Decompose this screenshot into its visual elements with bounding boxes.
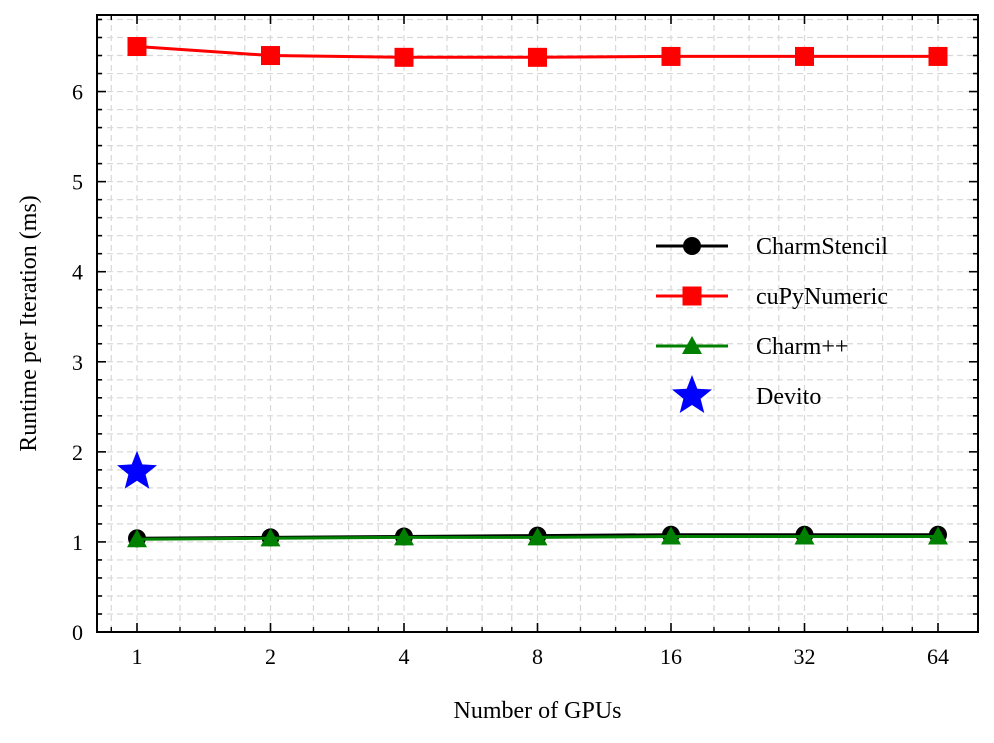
data-point-cupynumeric	[928, 46, 948, 66]
data-point-charm	[527, 527, 548, 546]
y-tick-label: 2	[72, 440, 83, 465]
legend-label: Charm++	[756, 334, 848, 360]
ticks: 0 1 2 3 4 5 6 1 2 4 8 16 32 64	[72, 15, 978, 669]
data-point-charm	[394, 527, 414, 546]
legend-marker	[682, 286, 702, 306]
data-point-cupynumeric	[261, 46, 280, 66]
legend-item-charm: Charm++	[656, 334, 848, 360]
legend-label: CharmStencil	[756, 234, 888, 260]
data-point-charm	[928, 526, 948, 545]
x-tick-label: 8	[532, 644, 543, 669]
legend-item-charmstencil: CharmStencil	[656, 234, 888, 260]
y-tick-label: 4	[72, 260, 83, 285]
y-tick-label: 1	[72, 530, 83, 555]
data-point-charm	[794, 526, 815, 545]
legend: CharmStencil cuPyNumeric Charm++ Devito	[656, 234, 888, 413]
series-layer	[117, 37, 948, 548]
data-point-charm	[661, 526, 681, 545]
series-devito	[117, 450, 157, 489]
data-point-cupynumeric	[528, 47, 547, 67]
data-point-charm	[127, 529, 147, 548]
x-tick-label: 1	[132, 644, 143, 669]
x-tick-label: 16	[660, 644, 682, 669]
legend-marker	[672, 375, 712, 413]
data-point-cupynumeric	[795, 46, 814, 66]
x-axis-title: Number of GPUs	[454, 698, 622, 724]
y-tick-label: 3	[72, 350, 83, 375]
y-axis-title: Runtime per Iteration (ms)	[16, 195, 42, 452]
x-tick-label: 2	[265, 644, 276, 669]
x-tick-label: 4	[399, 644, 410, 669]
legend-item-cupynumeric: cuPyNumeric	[656, 284, 888, 310]
data-point-cupynumeric	[127, 37, 147, 57]
legend-marker	[683, 237, 701, 255]
data-point-charm	[260, 528, 281, 547]
series-charm	[127, 526, 948, 548]
legend-marker	[682, 336, 702, 354]
legend-item-devito: Devito	[672, 375, 821, 413]
data-point-cupynumeric	[661, 46, 681, 66]
y-tick-label: 6	[72, 80, 83, 105]
series-cupynumeric	[127, 37, 948, 67]
y-tick-label: 5	[72, 170, 83, 195]
data-point-cupynumeric	[394, 47, 414, 67]
x-tick-label: 64	[927, 644, 949, 669]
legend-label: cuPyNumeric	[756, 284, 888, 310]
x-tick-label: 32	[794, 644, 816, 669]
data-point-devito	[117, 450, 157, 489]
y-tick-label: 0	[72, 620, 83, 645]
legend-label: Devito	[756, 384, 821, 410]
